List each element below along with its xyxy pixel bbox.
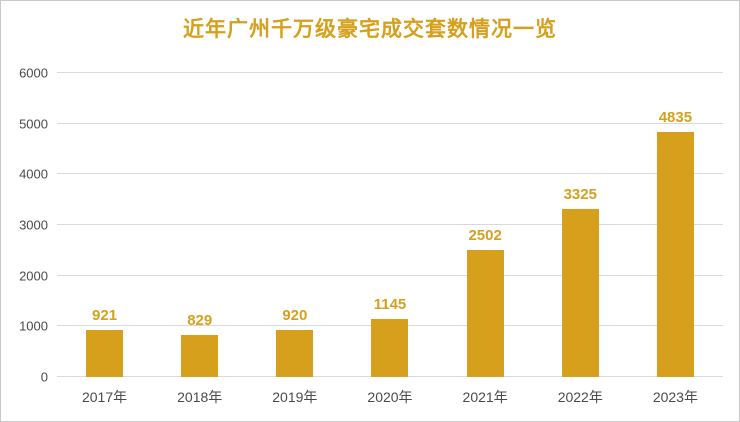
bar-value-label: 1145 <box>373 296 407 313</box>
bar-value-label: 4835 <box>658 109 693 127</box>
bar <box>466 250 504 377</box>
bar-group-2022年: 3325 2022年 <box>533 73 628 405</box>
bar-value-label: 921 <box>92 307 118 325</box>
bar-group-2021年: 2502 2021年 <box>438 73 533 405</box>
bar-group-2019年: 920 2019年 <box>247 73 342 405</box>
chart-title: 近年广州千万级豪宅成交套数情况一览 <box>183 18 557 41</box>
y-tick-label-0: 0 <box>40 369 48 385</box>
gridline-2000 <box>57 274 723 276</box>
y-tick-label-5000: 5000 <box>19 116 48 132</box>
bar-value-label: 829 <box>187 312 213 329</box>
x-tick-label: 2023年 <box>652 389 698 405</box>
gridline-5000 <box>57 122 723 124</box>
bar-group-2023年: 4835 2023年 <box>628 73 723 405</box>
gridline-4000 <box>57 173 723 175</box>
x-tick-label: 2019年 <box>272 389 318 405</box>
bar-value-label: 2502 <box>468 227 502 245</box>
x-tick-label: 2018年 <box>177 389 223 405</box>
y-tick-label-2000: 2000 <box>19 268 48 284</box>
y-tick-label-6000: 6000 <box>19 65 48 81</box>
gridline-6000 <box>57 72 723 73</box>
x-tick-label: 2020年 <box>367 389 413 405</box>
bars-row: 921 2017年 829 2018年 920 2019年 1145 2020年 2502 202… <box>57 73 723 405</box>
bar <box>561 208 599 377</box>
bar <box>371 319 409 377</box>
bar-group-2017年: 921 2017年 <box>57 73 152 405</box>
x-tick-label: 2017年 <box>81 389 128 405</box>
bar-value-label: 3325 <box>563 185 597 203</box>
bar-group-2018年: 829 2018年 <box>152 73 247 405</box>
bar-group-2020年: 1145 2020年 <box>342 73 437 405</box>
y-tick-label-4000: 4000 <box>19 166 48 182</box>
gridline-3000 <box>57 224 723 225</box>
plot-area: 0 1000 2000 3000 4000 5000 6000 921 2017年 829 2018… <box>19 66 723 405</box>
x-tick-label: 2021年 <box>462 389 508 405</box>
y-tick-label-1000: 1000 <box>19 318 48 334</box>
x-tick-label: 2022年 <box>557 389 603 405</box>
bar <box>276 330 314 377</box>
bar-value-label: 920 <box>282 307 308 325</box>
bar <box>656 132 694 377</box>
y-tick-label-3000: 3000 <box>19 217 48 233</box>
bar <box>181 335 219 377</box>
bar <box>86 330 124 377</box>
